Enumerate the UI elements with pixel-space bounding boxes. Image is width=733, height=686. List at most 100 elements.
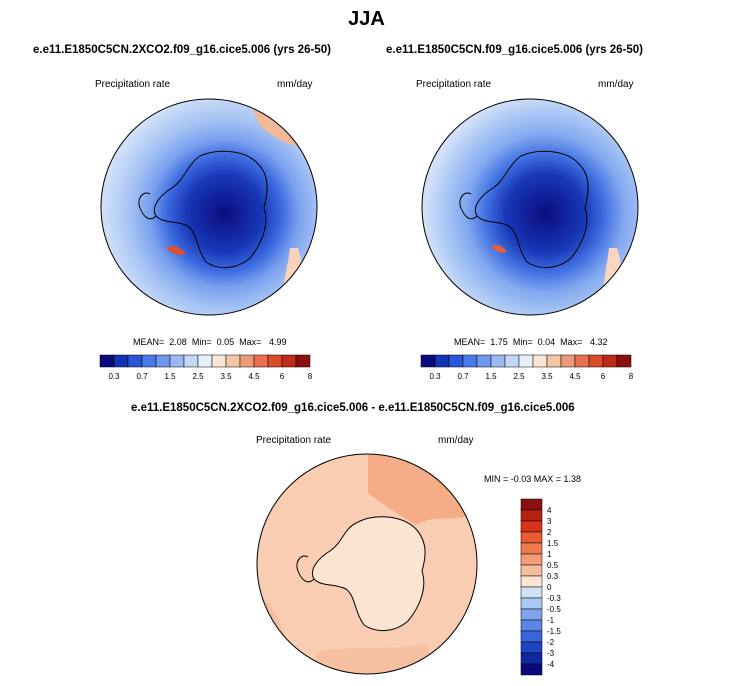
colorbar-label: -0.3: [547, 594, 561, 603]
colorbar-swatch: [476, 354, 492, 368]
colorbar-label: 0.7: [457, 372, 469, 381]
colorbar-swatch: [211, 354, 227, 368]
diff-subtitle: e.e11.E1850C5CN.2XCO2.f09_g16.cice5.006 …: [131, 402, 575, 414]
colorbar-label: -0.5: [547, 605, 561, 614]
diff-colorbar: 4 3 2 1.5 1 0.5 0.3 0 -0.3 -0.5 -1 -1.5 -2 -3 -4: [520, 498, 561, 676]
colorbar-label: 6: [280, 372, 285, 381]
panel1-peninsula-coastline: [138, 192, 157, 220]
diff-units: mm/day: [438, 435, 474, 446]
diff-stats: MIN = -0.03 MAX = 1.38: [484, 474, 582, 484]
panel2-variable: Precipitation rate: [416, 79, 492, 90]
colorbar-swatch: [434, 354, 450, 368]
panel1-peninsula-high: [166, 246, 186, 255]
colorbar-label: 1.5: [164, 372, 176, 381]
colorbar-swatch: [295, 354, 311, 368]
colorbar-swatch: [99, 354, 115, 368]
colorbar-label: -1: [547, 616, 555, 625]
diff-warm-region-3: [316, 643, 430, 674]
panel2-map-border: [421, 98, 639, 316]
diff-map: [256, 453, 478, 675]
colorbar-swatch: [560, 354, 576, 368]
colorbar-swatch: [520, 608, 543, 621]
colorbar-swatch: [127, 354, 143, 368]
panel1-subtitle: e.e11.E1850C5CN.2XCO2.f09_g16.cice5.006 …: [33, 44, 331, 56]
colorbar-swatch: [504, 354, 520, 368]
colorbar-label: 1.5: [547, 539, 559, 548]
colorbar-swatch: [225, 354, 241, 368]
figure-title: JJA: [348, 8, 385, 30]
colorbar-swatch: [420, 354, 436, 368]
colorbar-swatch: [448, 354, 464, 368]
panel1-stats: MEAN= 2.08 Min= 0.05 Max= 4.99: [133, 337, 287, 347]
panel2-subtitle: e.e11.E1850C5CN.f09_g16.cice5.006 (yrs 2…: [386, 44, 644, 56]
colorbar-swatch: [169, 354, 185, 368]
colorbar-swatch: [532, 354, 548, 368]
panel2-units: mm/day: [598, 79, 634, 90]
colorbar-swatch: [520, 663, 543, 676]
colorbar-label: 2.5: [513, 372, 525, 381]
colorbar-label: 4.5: [569, 372, 581, 381]
colorbar-swatch: [113, 354, 129, 368]
colorbar-label: 2.5: [192, 372, 204, 381]
colorbar-label: 0: [547, 583, 552, 592]
colorbar-swatch: [518, 354, 534, 368]
colorbar-swatch: [520, 520, 543, 533]
panel2-stats: MEAN= 1.75 Min= 0.04 Max= 4.32: [454, 337, 608, 347]
colorbar-swatch: [183, 354, 199, 368]
panel2-colorbar: 0.3 0.7 1.5 2.5 3.5 4.5 6 8: [420, 354, 634, 381]
colorbar-label: 4.5: [248, 372, 260, 381]
colorbar-swatch: [520, 641, 543, 654]
diff-map-border: [256, 453, 478, 675]
diff-antarctica: [312, 516, 426, 631]
colorbar-swatch: [520, 531, 543, 544]
colorbar-swatch: [197, 354, 213, 368]
panel2-antarctica-coastline: [475, 150, 589, 268]
colorbar-label: 2: [547, 528, 552, 537]
colorbar-swatch: [155, 354, 171, 368]
colorbar-swatch: [546, 354, 562, 368]
panel2-ocean-field: [422, 99, 638, 315]
colorbar-label: 0.3: [108, 372, 120, 381]
colorbar-label: 0.7: [136, 372, 148, 381]
colorbar-label: 8: [308, 372, 313, 381]
colorbar-swatch: [267, 354, 283, 368]
panel1-colorbar: 0.3 0.7 1.5 2.5 3.5 4.5 6 8: [99, 354, 313, 381]
panel1-map: [100, 98, 318, 316]
colorbar-swatch: [462, 354, 478, 368]
colorbar-swatch: [602, 354, 618, 368]
colorbar-swatch: [281, 354, 297, 368]
colorbar-swatch: [574, 354, 590, 368]
colorbar-swatch: [520, 553, 543, 566]
colorbar-swatch: [520, 564, 543, 577]
panel2-peninsula-coastline: [459, 192, 478, 220]
colorbar-swatch: [239, 354, 255, 368]
colorbar-swatch: [141, 354, 157, 368]
colorbar-label: 3: [547, 517, 552, 526]
colorbar-swatch: [520, 509, 543, 522]
colorbar-label: 0.5: [547, 561, 559, 570]
colorbar-label: 0.3: [547, 572, 559, 581]
diff-peninsula-coastline: [296, 555, 315, 583]
colorbar-label: -3: [547, 649, 555, 658]
colorbar-swatch: [520, 619, 543, 632]
panel1-variable: Precipitation rate: [95, 79, 171, 90]
diff-variable: Precipitation rate: [256, 435, 332, 446]
colorbar-label: -2: [547, 638, 555, 647]
colorbar-label: 4: [547, 506, 552, 515]
panel1-units: mm/day: [277, 79, 313, 90]
panel1-antarctica-coastline: [154, 150, 268, 268]
panel2-peninsula-high: [491, 244, 507, 253]
colorbar-swatch: [520, 575, 543, 588]
colorbar-label: 3.5: [220, 372, 232, 381]
colorbar-swatch: [490, 354, 506, 368]
colorbar-label: 0.3: [429, 372, 441, 381]
colorbar-label: 6: [601, 372, 606, 381]
colorbar-label: 1.5: [485, 372, 497, 381]
colorbar-swatch: [520, 630, 543, 643]
panel2-map: [421, 98, 639, 316]
colorbar-swatch: [520, 542, 543, 555]
colorbar-swatch: [588, 354, 604, 368]
colorbar-swatch: [520, 597, 543, 610]
panel1-map-border: [100, 98, 318, 316]
colorbar-label: 1: [547, 550, 552, 559]
